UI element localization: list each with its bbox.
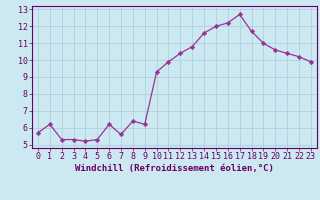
X-axis label: Windchill (Refroidissement éolien,°C): Windchill (Refroidissement éolien,°C) [75,164,274,173]
